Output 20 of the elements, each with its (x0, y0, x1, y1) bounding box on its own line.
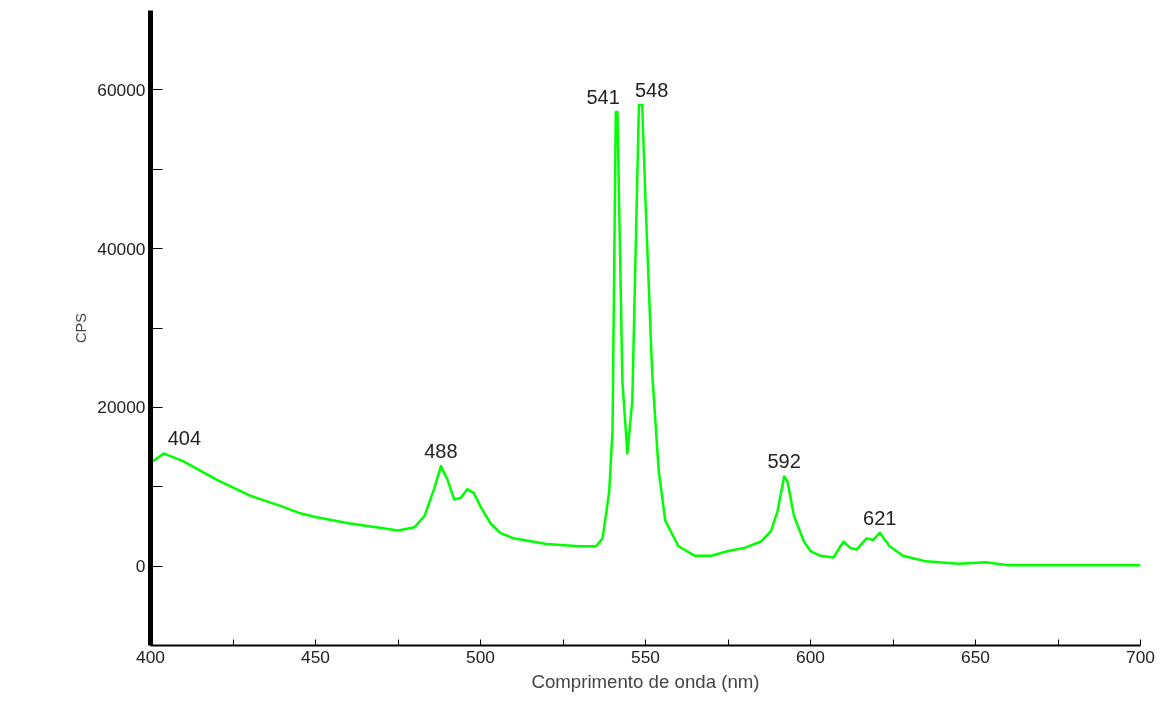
annotation: 404 (167, 427, 202, 450)
annotation: 488 (424, 440, 458, 463)
x-tick-label: 500 (466, 646, 495, 667)
x-tick-label: 700 (1126, 646, 1155, 667)
y-tick-label: 40000 (97, 238, 146, 259)
annotation: 592 (767, 450, 801, 473)
x-tick-label: 400 (136, 646, 165, 667)
x-tick-label: 600 (796, 646, 825, 667)
x-tick-label: 550 (631, 646, 660, 667)
x-axis-title: Comprimento de onda (nm) (531, 670, 760, 692)
y-tick-label: 20000 (97, 397, 146, 418)
annotation: 548 (634, 78, 669, 101)
annotation: 621 (863, 506, 897, 529)
y-axis-title: CPS (73, 312, 90, 344)
y-tick-label: 0 (135, 556, 146, 577)
x-tick-label: 450 (301, 646, 330, 667)
line-series (150, 103, 1141, 567)
y-tick-label: 60000 (97, 79, 146, 100)
x-tick-label: 650 (961, 646, 990, 667)
annotation: 541 (586, 86, 620, 109)
